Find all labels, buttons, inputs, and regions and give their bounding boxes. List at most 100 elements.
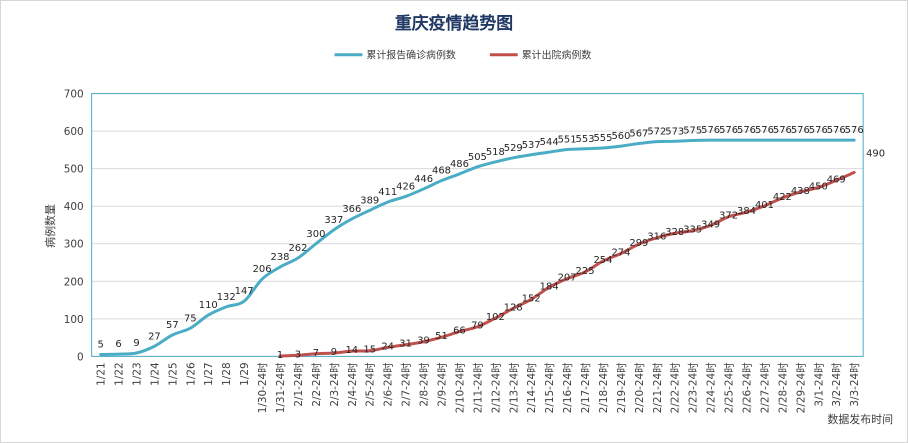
confirmed-data-label: 576: [701, 125, 720, 136]
x-tick-label: 2/13-24时: [508, 362, 520, 413]
discharged-data-label: 184: [540, 281, 559, 292]
discharged-data-label: 422: [773, 192, 792, 203]
confirmed-data-label: 75: [184, 313, 197, 324]
confirmed-data-label: 262: [288, 243, 307, 254]
confirmed-data-label: 238: [271, 252, 290, 263]
y-axis-ticks: 0 100 200 300 400 500 600 700: [64, 89, 84, 364]
confirmed-data-label: 553: [576, 134, 595, 145]
y-tick-label: 200: [64, 276, 84, 288]
y-tick-label: 100: [64, 314, 84, 326]
x-tick-label: 2/12-24时: [490, 362, 502, 413]
discharged-line: [278, 170, 856, 358]
confirmed-data-label: 505: [468, 152, 487, 163]
x-tick-label: 2/19-24时: [616, 362, 628, 413]
x-tick-label: 1/27: [203, 362, 215, 385]
confirmed-data-label: 573: [665, 126, 684, 137]
x-tick-label: 2/14-24时: [526, 362, 538, 413]
x-tick-label: 2/22-24时: [670, 362, 682, 413]
x-tick-label: 3/2-24时: [831, 362, 843, 407]
confirmed-data-label: 206: [253, 264, 272, 275]
discharged-data-label: 316: [647, 232, 666, 243]
confirmed-data-label: 337: [324, 215, 343, 226]
confirmed-data-label: 576: [827, 125, 846, 136]
discharged-data-label: 490: [866, 148, 885, 159]
x-tick-label: 1/25: [167, 362, 179, 385]
x-tick-label: 2/3-24时: [329, 362, 341, 407]
y-tick-label: 600: [64, 126, 84, 138]
legend-label-discharged: 累计出院病例数: [522, 49, 592, 62]
x-tick-label: 2/11-24时: [472, 362, 484, 413]
x-tick-label: 2/23-24时: [688, 362, 700, 413]
confirmed-data-label: 576: [773, 125, 792, 136]
x-tick-label: 1/30-24时: [257, 362, 269, 413]
confirmed-data-label: 576: [845, 125, 864, 136]
confirmed-data-label: 529: [504, 143, 523, 154]
discharged-data-label: 274: [611, 248, 630, 259]
x-axis-label: 数据发布时间: [827, 412, 893, 426]
discharged-data-label: 384: [737, 206, 756, 217]
discharged-data-label: 299: [629, 238, 648, 249]
confirmed-data-label: 426: [396, 181, 415, 192]
x-tick-label: 2/7-24时: [401, 362, 413, 407]
plot-area-border: [91, 93, 864, 357]
confirmed-data-label: 411: [378, 187, 397, 198]
confirmed-data-label: 5: [97, 340, 103, 351]
x-tick-label: 2/2-24时: [311, 362, 323, 407]
x-tick-label: 1/21: [96, 362, 108, 385]
x-tick-label: 2/24-24时: [706, 362, 718, 413]
x-tick-label: 3/1-24时: [813, 362, 825, 407]
discharged-data-label: 372: [719, 211, 738, 222]
discharged-data-label: 152: [522, 293, 541, 304]
discharged-data-label: 207: [558, 273, 577, 284]
x-tick-label: 2/20-24时: [634, 362, 646, 413]
x-tick-label: 1/28: [221, 362, 233, 385]
confirmed-data-label: 555: [594, 133, 613, 144]
y-tick-label: 400: [64, 201, 84, 213]
confirmed-data-label: 132: [217, 292, 236, 303]
x-tick-label: 2/1-24时: [293, 362, 305, 407]
x-axis-ticks: 1/21 1/22 1/23 1/24 1/25 1/26 1/27 1/28 1/29 1/30…: [96, 362, 862, 413]
confirmed-data-label: 575: [683, 126, 702, 137]
y-axis-label: 病例数量: [43, 204, 57, 248]
confirmed-data-label: 576: [755, 125, 774, 136]
confirmed-data-label: 57: [166, 320, 179, 331]
x-tick-label: 2/6-24时: [383, 362, 395, 407]
x-tick-label: 1/26: [185, 362, 197, 385]
discharged-data-label: 128: [504, 302, 523, 313]
x-tick-label: 1/24: [149, 362, 161, 386]
chart-title: 重庆疫情趋势图: [395, 13, 513, 33]
x-tick-label: 1/31-24时: [275, 362, 287, 413]
x-tick-label: 3/3-24时: [849, 362, 861, 407]
y-tick-label: 700: [64, 89, 84, 101]
x-tick-label: 2/5-24时: [365, 362, 377, 407]
discharged-data-label: 450: [809, 181, 828, 192]
x-tick-label: 2/27-24时: [759, 362, 771, 413]
confirmed-data-label: 567: [629, 129, 648, 140]
x-tick-label: 2/10-24时: [454, 362, 466, 413]
confirmed-data-label: 9: [133, 338, 139, 349]
confirmed-data-label: 366: [342, 204, 361, 215]
discharged-data-label: 102: [486, 312, 505, 323]
confirmed-data-label: 468: [432, 166, 451, 177]
confirmed-data-label: 576: [809, 125, 828, 136]
discharged-data-label: 24: [381, 341, 394, 352]
discharged-data-label: 349: [701, 219, 720, 230]
x-tick-label: 2/9-24时: [436, 362, 448, 407]
discharged-data-label: 39: [417, 336, 430, 347]
confirmed-data-label: 576: [719, 125, 738, 136]
discharged-data-label: 79: [471, 321, 484, 332]
confirmed-data-label: 446: [414, 174, 433, 185]
discharged-data-label: 15: [363, 345, 376, 356]
x-tick-label: 2/26-24时: [742, 362, 754, 413]
confirmed-data-label: 389: [360, 195, 379, 206]
discharged-data-label: 438: [791, 186, 810, 197]
x-tick-label: 2/17-24时: [580, 362, 592, 413]
x-tick-label: 1/29: [239, 362, 251, 385]
x-tick-label: 2/28-24时: [777, 362, 789, 413]
discharged-data-label: 51: [435, 331, 448, 342]
x-tick-label: 1/23: [131, 362, 143, 385]
discharged-data-label: 401: [755, 200, 774, 211]
x-tick-label: 2/18-24时: [598, 362, 610, 413]
x-tick-label: 2/16-24时: [562, 362, 574, 413]
